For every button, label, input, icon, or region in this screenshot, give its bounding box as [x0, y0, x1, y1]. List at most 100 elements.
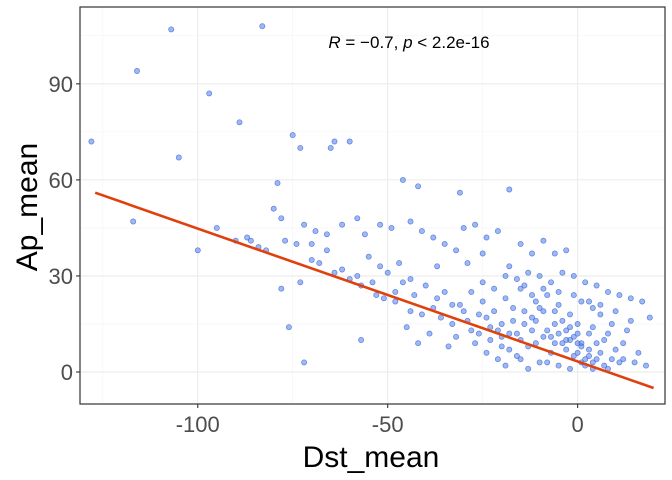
data-point: [616, 292, 623, 299]
data-point: [316, 260, 323, 267]
data-point: [407, 276, 414, 283]
data-point: [168, 26, 175, 33]
data-point: [586, 353, 592, 359]
data-point: [502, 362, 509, 369]
axis-ticks: -100 -50 0 0 30 60 90: [49, 72, 584, 437]
data-point: [134, 68, 140, 74]
data-point: [479, 298, 486, 305]
data-point: [308, 240, 315, 247]
data-point: [525, 269, 532, 276]
data-point: [563, 327, 570, 334]
data-point: [270, 205, 277, 212]
annotation-r-label: R: [328, 33, 340, 52]
data-point: [627, 317, 634, 324]
data-point: [536, 272, 543, 279]
data-point: [529, 314, 535, 321]
data-point: [540, 285, 547, 292]
data-point: [513, 276, 520, 283]
data-point: [491, 308, 498, 315]
data-point: [570, 292, 577, 299]
data-point: [555, 301, 562, 308]
data-point: [612, 346, 619, 353]
data-point: [460, 224, 467, 231]
data-point: [540, 237, 547, 244]
data-point: [358, 337, 365, 343]
data-point: [608, 356, 615, 363]
data-point: [586, 346, 592, 353]
data-point: [597, 311, 604, 318]
data-point: [521, 321, 528, 327]
data-point: [449, 301, 456, 308]
data-point: [586, 298, 592, 305]
data-point: [460, 308, 467, 315]
data-point: [483, 234, 490, 241]
data-point: [601, 362, 608, 369]
data-point: [289, 132, 296, 139]
data-point: [426, 330, 433, 337]
data-point: [346, 138, 353, 145]
data-point: [521, 308, 528, 315]
data-point: [327, 144, 334, 151]
data-point: [586, 330, 592, 337]
data-point: [635, 349, 642, 356]
data-point: [570, 272, 577, 279]
data-point: [297, 144, 304, 151]
data-point: [399, 176, 406, 183]
data-point: [616, 359, 623, 366]
data-point: [517, 356, 524, 363]
data-point: [620, 356, 627, 363]
data-point: [247, 237, 254, 244]
data-point: [612, 308, 619, 315]
data-point: [293, 240, 300, 247]
data-point: [563, 247, 570, 254]
regression-line: [94, 191, 655, 390]
data-point: [525, 365, 532, 372]
y-tick-label: 30: [49, 264, 73, 289]
data-point: [574, 340, 581, 347]
data-point: [555, 362, 562, 369]
data-point: [589, 305, 596, 311]
data-point: [377, 221, 384, 228]
data-point: [498, 343, 505, 350]
data-point: [563, 346, 570, 353]
data-point: [206, 90, 213, 97]
data-point: [445, 343, 452, 350]
data-point: [434, 263, 441, 270]
data-point: [483, 349, 490, 356]
data-point: [551, 308, 558, 315]
data-point: [502, 272, 509, 279]
data-point: [559, 269, 566, 276]
data-point: [551, 250, 558, 257]
data-point: [608, 321, 615, 327]
data-point: [415, 340, 422, 347]
data-point: [491, 285, 498, 292]
data-point: [631, 359, 638, 366]
data-point: [213, 224, 220, 231]
data-point: [582, 279, 589, 286]
data-point: [430, 234, 437, 241]
data-point: [529, 292, 535, 299]
x-tick-label: -50: [372, 412, 404, 437]
data-point: [456, 301, 463, 308]
data-point: [449, 321, 456, 327]
data-point: [456, 189, 463, 196]
data-point: [282, 237, 289, 244]
data-point: [627, 295, 634, 302]
data-point: [354, 272, 361, 279]
data-point: [392, 288, 399, 295]
data-point: [544, 359, 551, 366]
data-point: [544, 292, 551, 299]
data-point: [574, 349, 581, 356]
data-point: [506, 330, 513, 337]
data-point: [551, 340, 558, 347]
data-point: [513, 330, 520, 337]
data-point: [259, 23, 266, 30]
data-point: [475, 311, 482, 318]
panel-border: [79, 6, 666, 405]
data-point: [377, 263, 384, 270]
data-point: [578, 298, 585, 305]
data-point: [589, 324, 596, 331]
data-point: [589, 359, 596, 366]
data-point: [605, 330, 611, 337]
data-point: [331, 138, 338, 145]
